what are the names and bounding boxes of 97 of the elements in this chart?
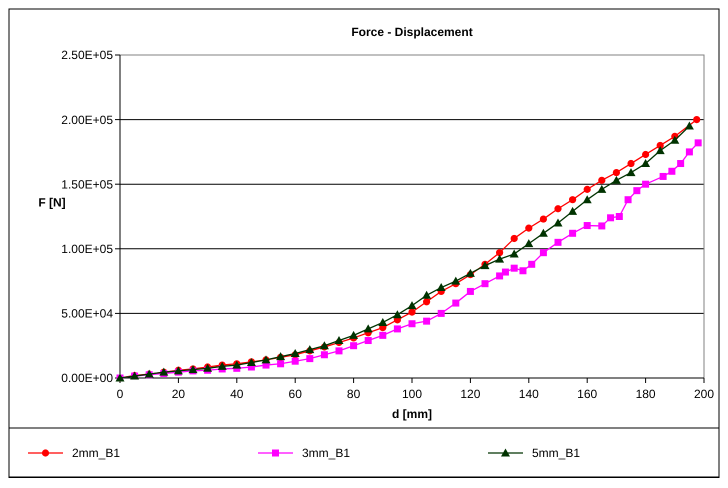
point [408, 308, 416, 316]
point [350, 342, 358, 350]
point [408, 320, 416, 328]
point [482, 280, 488, 288]
point [510, 234, 518, 242]
point [320, 351, 328, 358]
point [554, 218, 562, 226]
legend-label: 3mm_B1 [302, 446, 350, 460]
point [451, 276, 460, 285]
point [554, 238, 562, 246]
point [584, 186, 591, 193]
point [423, 298, 430, 306]
point [569, 196, 576, 204]
point [334, 336, 344, 344]
point [569, 230, 576, 237]
chart-title: Force - Displacement [351, 25, 473, 39]
point [436, 283, 446, 292]
y-tick-label: 1.00E+05 [61, 242, 114, 256]
point [677, 160, 684, 168]
y-tick-label: 5.00E+04 [61, 306, 114, 321]
x-tick-label: 200 [694, 387, 714, 401]
point [466, 268, 475, 277]
point [656, 146, 665, 154]
point [379, 332, 386, 339]
legend-label: 2mm_B1 [72, 446, 120, 460]
point [641, 159, 650, 168]
point [349, 330, 358, 339]
point [528, 260, 536, 268]
point [496, 272, 504, 280]
point [597, 184, 606, 193]
point [510, 249, 519, 258]
point [642, 150, 650, 158]
x-tick-label: 160 [577, 387, 598, 401]
point [607, 214, 614, 222]
point [684, 122, 694, 130]
x-tick-label: 140 [518, 387, 540, 401]
point [423, 318, 430, 325]
point [452, 300, 460, 307]
y-tick-label: 0.00E+00 [61, 371, 114, 386]
x-axis-title: d [mm] [392, 407, 432, 421]
legend-label: 5mm_B1 [532, 446, 580, 460]
point [524, 239, 534, 248]
point [408, 301, 416, 310]
point [616, 213, 623, 220]
point [422, 290, 432, 299]
point [612, 168, 620, 176]
x-tick-label: 0 [116, 387, 124, 401]
x-tick-label: 100 [402, 387, 422, 401]
x-tick-label: 180 [636, 387, 656, 401]
point [510, 264, 518, 272]
point [633, 187, 640, 194]
point [670, 136, 680, 144]
point [540, 249, 547, 256]
x-tick-label: 60 [288, 387, 302, 401]
point [582, 195, 592, 204]
point [438, 310, 445, 317]
point [495, 254, 504, 263]
y-tick-label: 1.50E+05 [61, 177, 114, 192]
point [292, 358, 299, 365]
point [612, 176, 621, 184]
point [392, 310, 402, 318]
point [584, 222, 591, 230]
point [466, 288, 474, 295]
point [694, 139, 702, 146]
point [336, 347, 342, 354]
point [668, 168, 676, 175]
point [502, 268, 509, 276]
x-tick-label: 120 [460, 387, 481, 401]
point [519, 267, 526, 274]
x-tick-label: 20 [172, 387, 186, 401]
point [624, 196, 632, 204]
point [598, 176, 606, 184]
point [686, 148, 693, 156]
point [693, 116, 700, 124]
point [378, 318, 388, 326]
point [394, 325, 401, 332]
point [538, 228, 548, 237]
point [627, 160, 635, 168]
point [626, 168, 636, 176]
point [364, 337, 372, 344]
point [496, 249, 504, 256]
point [306, 355, 314, 362]
point [598, 222, 606, 230]
y-tick-label: 2.50E+05 [61, 48, 114, 62]
x-tick-label: 40 [230, 387, 244, 401]
point [290, 348, 300, 357]
point [554, 205, 562, 212]
point [540, 215, 547, 223]
x-tick-label: 80 [346, 387, 361, 401]
point [642, 180, 650, 188]
point [660, 172, 667, 180]
point [277, 360, 284, 368]
point [364, 324, 373, 332]
point [568, 206, 578, 215]
point [525, 224, 532, 232]
y-tick-label: 2.00E+05 [61, 112, 114, 127]
y-axis-title: F [N] [38, 196, 66, 210]
